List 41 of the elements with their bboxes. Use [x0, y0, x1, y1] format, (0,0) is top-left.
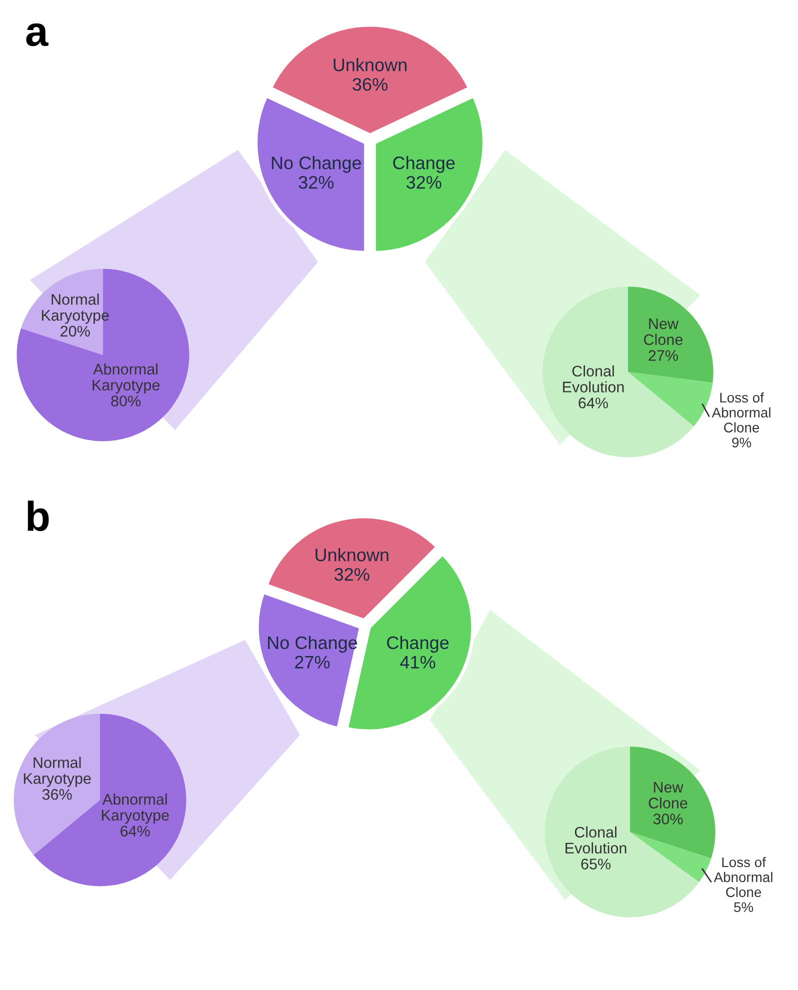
slice-label: Loss of Abnormal Clone	[714, 856, 772, 898]
slice-label: Abnormal Karyotype	[102, 794, 169, 824]
data-label: 20%	[60, 326, 90, 337]
data-label: 36%	[352, 78, 388, 91]
data-label: 32%	[334, 568, 370, 581]
data-label: 36%	[42, 788, 72, 800]
pie-slice	[544, 746, 700, 918]
data-label: 5%	[734, 902, 754, 912]
slice-label: Loss of Abnormal Clone	[712, 392, 770, 432]
data-label: 27%	[295, 656, 330, 669]
data-label: 65%	[581, 858, 611, 870]
data-label: 80%	[111, 396, 141, 406]
slice-label: No Change	[272, 156, 362, 173]
data-label: 32%	[298, 176, 334, 189]
chart-title: b	[28, 500, 49, 532]
slice-label: Change	[393, 156, 455, 173]
data-label: 32%	[406, 176, 442, 189]
slice-label: Clonal Evolution	[563, 365, 624, 392]
pie-slice	[628, 286, 714, 383]
data-label: 64%	[120, 826, 150, 837]
pie-slice	[630, 832, 712, 882]
slice-label: Abnormal Karyotype	[92, 363, 160, 394]
chart-title: a	[26, 23, 48, 46]
slice-label: Unknown	[334, 58, 406, 72]
data-label: 9%	[732, 438, 752, 448]
slice-label: Unknown	[316, 548, 388, 562]
pie-slice	[628, 372, 713, 426]
data-label: 41%	[400, 656, 436, 669]
slice-label: Normal Karyotype	[42, 294, 109, 324]
pie-slice	[16, 268, 190, 442]
pie-slice	[14, 714, 100, 855]
slice-label: New Clone	[644, 318, 682, 346]
slice-label: Change	[387, 636, 449, 653]
slice-label: New Clone	[648, 782, 688, 809]
slice-label: Clonal Evolution	[566, 826, 626, 854]
pie-slice	[542, 286, 694, 458]
pie-slice	[630, 746, 716, 858]
data-label: 30%	[653, 814, 683, 824]
slice-label: Normal Karyotype	[24, 756, 91, 787]
data-label: 27%	[648, 350, 678, 361]
data-label: 64%	[578, 398, 608, 408]
